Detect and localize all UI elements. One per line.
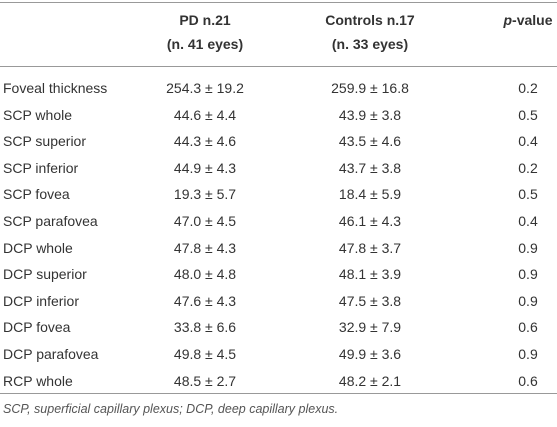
header-cell: p-value <box>438 11 557 29</box>
data-cell: 0.9 <box>518 292 538 309</box>
data-cell: 43.9 ± 3.8 <box>338 106 402 123</box>
data-cell: 48.5 ± 2.7 <box>173 372 237 389</box>
data-cell: 0.9 <box>518 346 538 362</box>
row-label: DCP inferior <box>3 292 79 309</box>
data-cell: 33.8 ± 6.6 <box>173 319 237 336</box>
data-cell: 47.0 ± 4.5 <box>173 213 237 229</box>
header-cell: PD n.21 <box>179 12 231 28</box>
data-cell: 0.5 <box>518 106 538 123</box>
data-cell: 0.2 <box>518 159 538 176</box>
data-cell: 32.9 ± 7.9 <box>338 319 402 336</box>
row-label: Foveal thickness <box>3 80 108 96</box>
row-label: RCP whole <box>3 372 73 389</box>
footnote: SCP, superficial capillary plexus; DCP, … <box>3 402 339 416</box>
data-cell: 49.9 ± 3.6 <box>338 346 402 362</box>
header-text: -value <box>512 12 553 28</box>
header-cell: Controls n.17 <box>325 12 415 28</box>
data-cell: 259.9 ± 16.8 <box>331 80 409 96</box>
data-cell: 47.5 ± 3.8 <box>338 292 402 309</box>
data-cell: 46.1 ± 4.3 <box>338 213 402 229</box>
data-cell: 0.4 <box>518 213 538 229</box>
row-label: SCP whole <box>3 106 73 123</box>
data-cell: 44.9 ± 4.3 <box>173 159 237 176</box>
data-cell: 0.5 <box>518 186 538 203</box>
data-cell: 18.4 ± 5.9 <box>338 186 402 203</box>
row-label: SCP fovea <box>3 186 70 203</box>
data-cell: 0.6 <box>518 372 538 389</box>
data-cell: 43.7 ± 3.8 <box>338 159 402 176</box>
data-cell: 0.4 <box>518 133 538 150</box>
data-cell: 47.8 ± 4.3 <box>173 239 237 256</box>
top-rule <box>0 2 557 3</box>
data-cell: 48.1 ± 3.9 <box>338 266 402 283</box>
row-label: SCP inferior <box>3 159 79 176</box>
row-label: DCP parafovea <box>3 346 99 362</box>
data-cell: 49.8 ± 4.5 <box>173 346 237 362</box>
data-cell: 48.0 ± 4.8 <box>173 266 237 283</box>
data-cell: 0.6 <box>518 319 538 336</box>
data-cell: 47.8 ± 3.7 <box>338 239 402 256</box>
header-italic: p <box>503 12 513 28</box>
bottom-rule <box>0 393 557 394</box>
row-label: DCP fovea <box>3 319 71 336</box>
data-cell: 43.5 ± 4.6 <box>338 133 402 150</box>
data-cell: 44.3 ± 4.6 <box>173 133 237 150</box>
row-label: DCP whole <box>3 239 73 256</box>
data-cell: 44.6 ± 4.4 <box>173 106 237 123</box>
data-cell: 0.9 <box>518 266 538 283</box>
data-cell: 47.6 ± 4.3 <box>173 292 237 309</box>
data-cell: 0.9 <box>518 239 538 256</box>
header-cell: (n. 41 eyes) <box>166 36 244 52</box>
row-label: DCP superior <box>3 266 87 283</box>
header-cell: (n. 33 eyes) <box>331 36 409 52</box>
row-label: SCP superior <box>3 133 87 150</box>
data-cell: 19.3 ± 5.7 <box>173 186 237 203</box>
header-rule <box>0 66 557 67</box>
data-cell: 0.2 <box>518 80 538 96</box>
row-label: SCP parafovea <box>3 213 98 229</box>
data-cell: 254.3 ± 19.2 <box>166 80 244 96</box>
data-cell: 48.2 ± 2.1 <box>338 372 402 389</box>
